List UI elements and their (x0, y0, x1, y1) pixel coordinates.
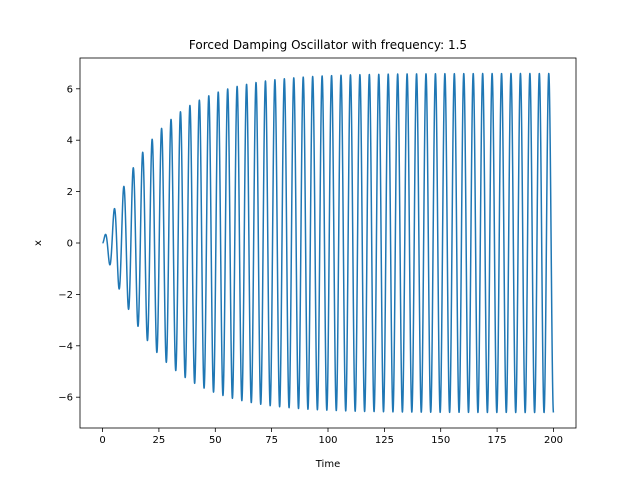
y-tick: 0 (67, 239, 80, 250)
x-tick-label: 175 (488, 435, 507, 446)
x-tick: 75 (265, 428, 278, 446)
chart-title: Forced Damping Oscillator with frequency… (189, 38, 467, 52)
y-tick-label: 6 (67, 84, 73, 95)
x-tick: 50 (209, 428, 222, 446)
x-tick: 150 (431, 428, 450, 446)
y-tick-label: −6 (58, 393, 73, 404)
y-tick: 6 (67, 84, 80, 95)
x-tick: 100 (318, 428, 338, 446)
series-line (101, 72, 555, 414)
x-tick-label: 100 (318, 435, 337, 446)
y-tick-label: −2 (58, 290, 73, 301)
x-tick: 25 (153, 428, 166, 446)
x-tick-label: 75 (265, 435, 278, 446)
x-axis-label: Time (315, 459, 340, 470)
y-axis-label: x (33, 240, 44, 246)
x-tick: 175 (488, 428, 507, 446)
x-tick-label: 200 (544, 435, 563, 446)
x-tick-label: 150 (431, 435, 450, 446)
y-tick: −6 (58, 393, 80, 404)
x-tick-label: 50 (209, 435, 222, 446)
plot-area (79, 57, 577, 429)
y-tick: −4 (58, 341, 80, 352)
y-tick: 2 (67, 187, 80, 198)
y-tick-label: 4 (67, 136, 73, 147)
x-axis: 0 25 50 75 100 125 150 175 (99, 428, 563, 470)
x-tick-label: 125 (375, 435, 394, 446)
y-tick: 4 (67, 136, 80, 147)
x-tick-label: 25 (153, 435, 166, 446)
y-tick-label: 0 (67, 239, 73, 250)
y-tick-label: 2 (67, 187, 73, 198)
y-tick-label: −4 (58, 341, 73, 352)
y-tick: −2 (58, 290, 80, 301)
x-tick: 0 (99, 428, 106, 446)
x-tick: 125 (375, 428, 394, 446)
y-axis: −6 −4 −2 0 2 4 6 x (33, 84, 80, 404)
x-tick: 200 (544, 428, 563, 446)
x-tick-label: 0 (99, 435, 105, 446)
